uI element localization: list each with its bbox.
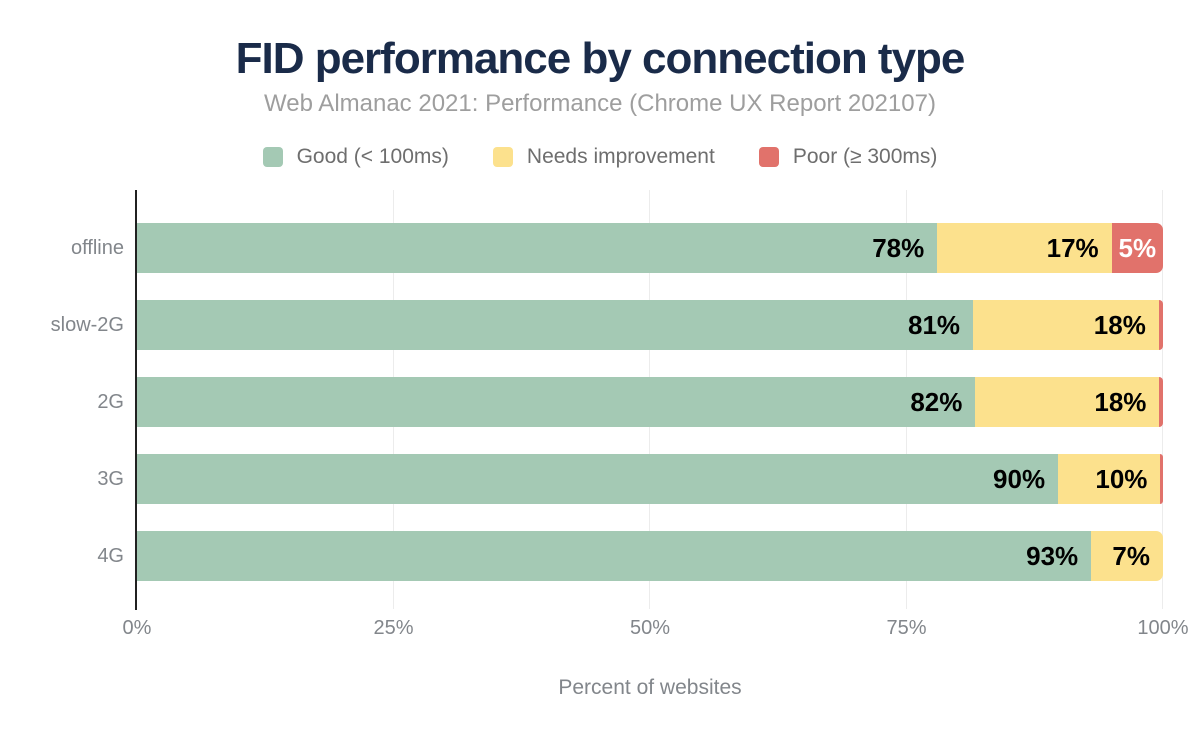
legend: Good (< 100ms) Needs improvement Poor (≥… [0,141,1200,173]
plot-area: 78% 17% 5% 81% 18% 82% 18% 90% 10% 93% 7% [137,190,1163,611]
legend-label-good: Good (< 100ms) [296,145,449,168]
bar-row: 82% 18% [137,377,1163,427]
bar-segment[interactable]: 7% [1091,531,1163,581]
bar-segment[interactable] [1160,454,1163,504]
x-axis-title: Percent of websites [558,676,742,699]
bar-segment[interactable]: 5% [1111,223,1163,273]
category-label: slow-2G [50,314,124,336]
bar-segment[interactable] [1158,300,1163,350]
y-axis-line [135,190,137,610]
legend-label-poor: Poor (≥ 300ms) [792,145,938,168]
x-tick-label: 0% [122,617,152,639]
bar-segment[interactable]: 17% [937,223,1112,273]
chart-title: FID performance by connection type [235,34,966,83]
bar-row: 90% 10% [137,454,1163,504]
bar-value-label: 78% [872,232,925,263]
bar-value-label: 17% [1046,232,1099,263]
bar-value-label: 18% [1094,386,1147,417]
legend-item-poor[interactable]: Poor (≥ 300ms) [758,145,938,169]
bar-row: 93% 7% [137,531,1163,581]
legend-label-needs-improvement: Needs improvement [526,145,715,168]
bar-segment[interactable]: 18% [975,377,1160,427]
category-label: 4G [97,545,124,567]
bar-segment[interactable]: 93% [137,531,1092,581]
legend-swatch-poor-icon [758,147,779,167]
legend-item-needs-improvement[interactable]: Needs improvement [492,145,715,169]
bar-segment[interactable]: 78% [137,223,938,273]
x-tick-label: 100% [1137,617,1189,639]
x-tick-label: 50% [629,617,671,639]
x-tick-label: 25% [373,617,414,639]
bar-value-label: 7% [1112,540,1150,571]
legend-swatch-good-icon [262,147,283,167]
legend-swatch-needs-improvement-icon [492,147,513,167]
category-label: 2G [97,391,124,413]
bar-value-label: 18% [1093,309,1146,340]
bar-segment[interactable]: 81% [137,300,974,350]
legend-item-good[interactable]: Good (< 100ms) [262,145,449,169]
category-label: offline [70,237,124,259]
bar-row: 81% 18% [137,300,1163,350]
bar-segment[interactable]: 18% [973,300,1159,350]
bar-value-label: 93% [1026,540,1079,571]
bar-value-label: 5% [1118,232,1157,263]
bar-segment[interactable]: 10% [1058,454,1161,504]
chart-subtitle: Web Almanac 2021: Performance (Chrome UX… [264,90,936,117]
bar-value-label: 81% [908,309,961,340]
x-tick-label: 75% [886,617,927,639]
bar-segment[interactable]: 90% [137,454,1059,504]
category-label: 3G [97,468,124,490]
bar-segment[interactable] [1159,377,1163,427]
bar-segment[interactable]: 82% [137,377,976,427]
bar-value-label: 82% [910,386,963,417]
bar-value-label: 90% [993,463,1046,494]
bar-row: 78% 17% 5% [137,223,1163,273]
bar-value-label: 10% [1095,463,1148,494]
